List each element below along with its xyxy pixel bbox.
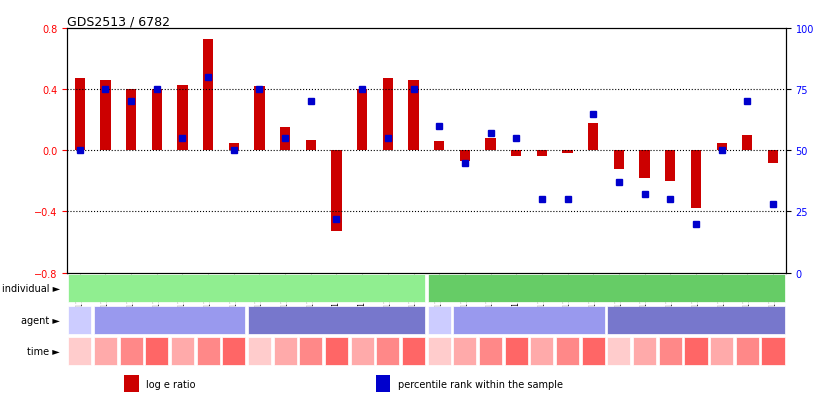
FancyBboxPatch shape	[145, 337, 168, 366]
Bar	[716, 143, 726, 151]
Bar	[588, 123, 599, 151]
FancyBboxPatch shape	[428, 306, 451, 334]
FancyBboxPatch shape	[69, 337, 91, 366]
FancyBboxPatch shape	[762, 337, 784, 366]
Bar	[460, 151, 470, 161]
FancyBboxPatch shape	[453, 306, 604, 334]
Bar	[177, 85, 187, 151]
Bar	[742, 135, 752, 151]
Bar	[357, 90, 367, 151]
Text: time ►: time ►	[28, 347, 60, 356]
Bar	[331, 151, 342, 232]
Bar	[434, 142, 444, 151]
FancyBboxPatch shape	[69, 275, 425, 303]
Bar	[254, 87, 264, 151]
Bar	[767, 151, 778, 163]
Bar	[614, 151, 624, 169]
FancyBboxPatch shape	[171, 337, 194, 366]
Bar	[100, 81, 110, 151]
FancyBboxPatch shape	[273, 337, 297, 366]
FancyBboxPatch shape	[530, 337, 553, 366]
Bar	[511, 151, 522, 157]
FancyBboxPatch shape	[94, 306, 245, 334]
FancyBboxPatch shape	[222, 337, 245, 366]
FancyBboxPatch shape	[402, 337, 425, 366]
Bar	[74, 79, 84, 151]
Bar	[537, 151, 547, 157]
Bar	[125, 375, 139, 392]
FancyBboxPatch shape	[350, 337, 374, 366]
Text: GDS2513 / 6782: GDS2513 / 6782	[67, 16, 170, 29]
FancyBboxPatch shape	[120, 337, 143, 366]
FancyBboxPatch shape	[453, 337, 477, 366]
FancyBboxPatch shape	[556, 337, 579, 366]
FancyBboxPatch shape	[505, 337, 528, 366]
FancyBboxPatch shape	[582, 337, 604, 366]
FancyBboxPatch shape	[659, 337, 682, 366]
Bar	[408, 81, 419, 151]
FancyBboxPatch shape	[685, 337, 707, 366]
FancyBboxPatch shape	[196, 337, 220, 366]
FancyBboxPatch shape	[248, 306, 425, 334]
FancyBboxPatch shape	[428, 337, 451, 366]
FancyBboxPatch shape	[608, 306, 784, 334]
Text: agent ►: agent ►	[21, 315, 60, 325]
Bar	[376, 375, 390, 392]
Bar	[126, 90, 136, 151]
FancyBboxPatch shape	[69, 306, 91, 334]
FancyBboxPatch shape	[94, 337, 117, 366]
Bar	[563, 151, 573, 154]
Text: individual ►: individual ►	[2, 284, 60, 294]
Bar	[486, 139, 496, 151]
FancyBboxPatch shape	[479, 337, 502, 366]
FancyBboxPatch shape	[736, 337, 759, 366]
FancyBboxPatch shape	[248, 337, 271, 366]
FancyBboxPatch shape	[376, 337, 400, 366]
Bar	[640, 151, 650, 178]
Bar	[228, 143, 239, 151]
FancyBboxPatch shape	[299, 337, 323, 366]
Bar	[203, 40, 213, 151]
Bar	[306, 140, 316, 151]
Text: log e ratio: log e ratio	[146, 379, 196, 389]
Bar	[665, 151, 675, 181]
Bar	[151, 90, 162, 151]
FancyBboxPatch shape	[428, 275, 784, 303]
FancyBboxPatch shape	[325, 337, 348, 366]
Bar	[383, 79, 393, 151]
FancyBboxPatch shape	[633, 337, 656, 366]
Text: percentile rank within the sample: percentile rank within the sample	[398, 379, 563, 389]
FancyBboxPatch shape	[608, 337, 630, 366]
FancyBboxPatch shape	[710, 337, 733, 366]
Bar	[691, 151, 701, 209]
Bar	[280, 128, 290, 151]
